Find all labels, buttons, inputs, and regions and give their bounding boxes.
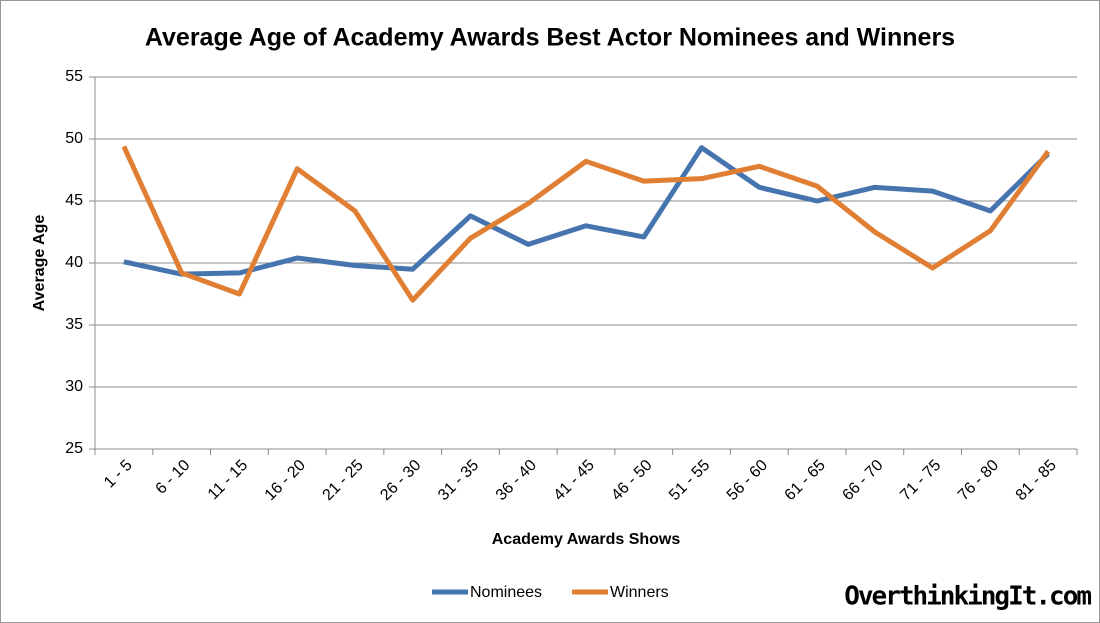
y-tick-label: 30 (65, 378, 83, 395)
y-tick-label: 45 (65, 192, 83, 209)
y-tick-label: 50 (65, 130, 83, 147)
series-line (123, 145, 1050, 277)
legend-label: Nominees (470, 584, 542, 601)
y-tick-label: 35 (65, 316, 83, 333)
y-tick-label: 25 (65, 440, 83, 457)
watermark: OverthinkingIt.com (844, 582, 1091, 612)
series-line (121, 145, 1051, 303)
y-tick-label: 55 (65, 68, 83, 85)
chart-title: Average Age of Academy Awards Best Actor… (145, 24, 955, 52)
x-axis-label: Academy Awards Shows (492, 531, 681, 548)
y-axis-label: Average Age (31, 215, 48, 312)
y-tick-label: 40 (65, 254, 83, 271)
legend-label: Winners (610, 584, 669, 601)
